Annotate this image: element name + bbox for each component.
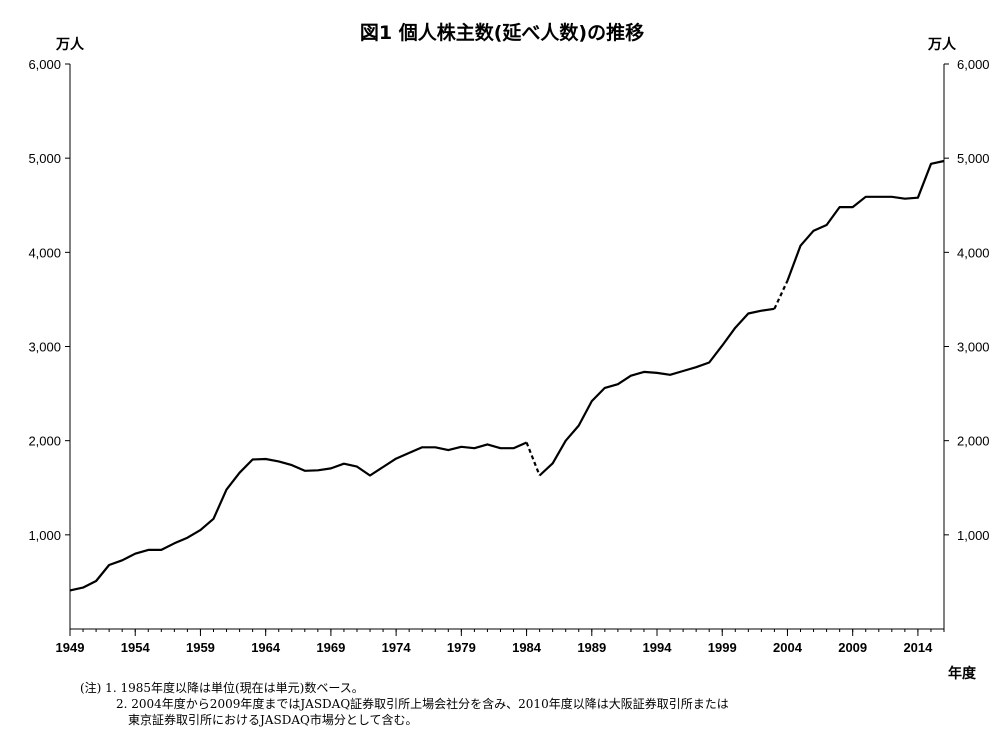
y-tick-label-right: 6,000 bbox=[957, 57, 990, 72]
y-tick-label-left: 5,000 bbox=[28, 151, 61, 166]
x-tick-label: 1969 bbox=[316, 640, 345, 655]
y-tick-label-right: 4,000 bbox=[957, 245, 990, 260]
series-line-dashed-segment bbox=[525, 442, 541, 476]
x-tick-label: 2009 bbox=[838, 640, 867, 655]
series-line-solid-segment bbox=[786, 159, 945, 281]
y-tick-label-right: 5,000 bbox=[957, 151, 990, 166]
footnotes: (注) 1. 1985年度以降は単位(現在は単元)数ベース。 2. 2004年度… bbox=[80, 680, 729, 728]
axes-group: 1,000 1,000 2,000 2,000 3,000 3,000 4,000 4,000… bbox=[28, 57, 989, 655]
y-axis-unit-right: 万人 bbox=[928, 37, 956, 53]
x-tick-label: 1994 bbox=[643, 640, 673, 655]
x-tick-label: 2014 bbox=[903, 640, 933, 655]
y-tick-label-right: 1,000 bbox=[957, 528, 990, 543]
x-tick-label: 1974 bbox=[382, 640, 412, 655]
x-tick-label: 1964 bbox=[251, 640, 281, 655]
x-tick-label: 1959 bbox=[186, 640, 215, 655]
y-tick-label-right: 3,000 bbox=[957, 340, 990, 355]
y-tick-label-left: 4,000 bbox=[28, 245, 61, 260]
x-tick-label: 1949 bbox=[56, 640, 85, 655]
footnote-1: (注) 1. 1985年度以降は単位(現在は単元)数ベース。 bbox=[80, 681, 364, 695]
x-tick-label: 1979 bbox=[447, 640, 476, 655]
y-tick-label-left: 1,000 bbox=[28, 528, 61, 543]
y-tick-label-left: 6,000 bbox=[28, 57, 61, 72]
x-tick-label: 2004 bbox=[773, 640, 803, 655]
y-tick-label-right: 2,000 bbox=[957, 434, 990, 449]
y-tick-label-left: 3,000 bbox=[28, 340, 61, 355]
y-axis-unit-left: 万人 bbox=[56, 37, 84, 53]
x-tick-label: 1999 bbox=[708, 640, 737, 655]
series-line-dashed-segment bbox=[773, 280, 789, 310]
y-tick-label-left: 2,000 bbox=[28, 434, 61, 449]
x-tick-label: 1954 bbox=[121, 640, 151, 655]
x-tick-label: 1989 bbox=[577, 640, 606, 655]
x-tick-label: 1984 bbox=[512, 640, 542, 655]
series-line-solid-segment bbox=[69, 441, 528, 592]
series-line-solid-segment bbox=[538, 307, 775, 477]
footnote-2: 2. 2004年度から2009年度まではJASDAQ証券取引所上場会社分を含み、… bbox=[80, 697, 729, 711]
chart-title: 図1 個人株主数(延べ人数)の推移 bbox=[359, 22, 645, 44]
x-axis-label: 年度 bbox=[948, 666, 976, 682]
footnote-3: 東京証券取引所におけるJASDAQ市場分として含む。 bbox=[80, 713, 418, 727]
series-group bbox=[69, 159, 945, 592]
